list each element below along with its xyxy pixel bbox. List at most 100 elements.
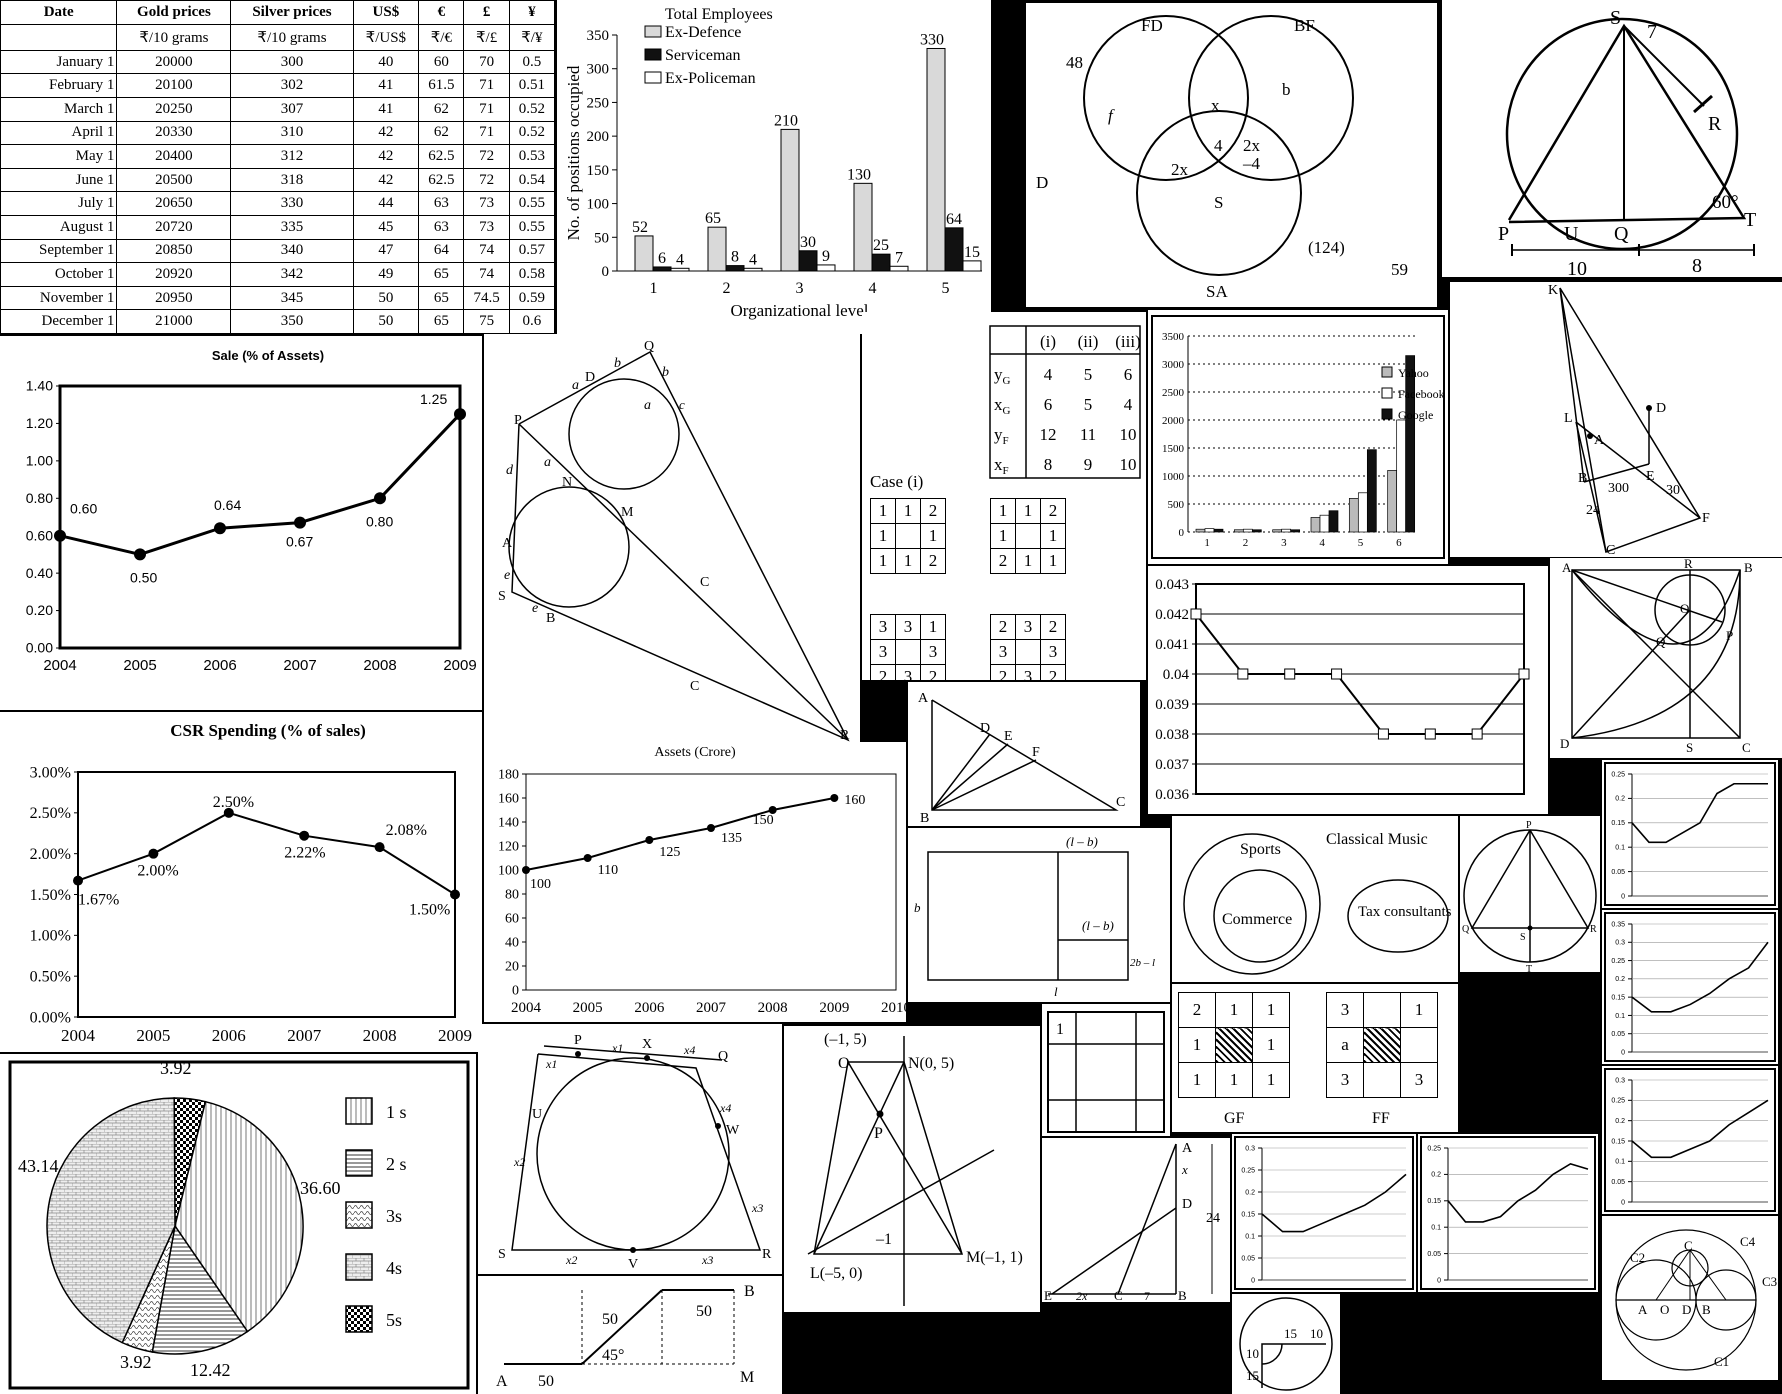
mini-line-chart-2: 0 0.05 0.1 0.15 0.2 0.25 0.3 0.35 (1604, 912, 1776, 1062)
series-line (59, 413, 462, 556)
data-label: 0.80 (366, 513, 393, 529)
point-label: C (1116, 795, 1125, 810)
table-cell: 340 (230, 238, 354, 264)
bar (816, 264, 836, 272)
y-tick-label: 0.1 (1615, 1159, 1625, 1166)
bar (1366, 449, 1377, 533)
table-cell: 74.5 (463, 285, 510, 311)
data-label: 43.14 (18, 1156, 59, 1176)
grid-cell: 3 (870, 614, 896, 640)
angle-label: 45° (602, 1347, 624, 1364)
data-label: 7 (895, 249, 903, 266)
y-tick-label: 0.05 (1611, 1179, 1625, 1186)
x-tick-label: 2009 (443, 657, 476, 674)
grid-cell: 1 (1400, 992, 1438, 1028)
y-tick-label: 0 (1437, 1277, 1441, 1284)
data-point (1237, 668, 1249, 680)
table-header: ¥ (508, 0, 555, 25)
grid-cell: 1 (1015, 498, 1041, 524)
data-label: 4 (749, 251, 757, 268)
length-label: 8 (1692, 255, 1702, 277)
data-label: 9 (822, 248, 830, 265)
square-circle-panel: A R B O P Q D S C (1550, 558, 1782, 758)
bar (853, 182, 873, 272)
gold-price-table: Date Gold prices Silver prices US$ € £ ¥ ₹/10 g… (0, 0, 555, 334)
y-tick-label: 0.15 (1611, 820, 1625, 827)
table-cell: November 1 (0, 285, 118, 311)
y-tick-label: 500 (1168, 499, 1185, 511)
length-label: 10 (1310, 1326, 1323, 1341)
y-tick-label: 0.2 (1615, 796, 1625, 803)
grid-cell: 1 (1252, 992, 1290, 1028)
length-label: 24 (1586, 503, 1600, 518)
legend-swatch (644, 71, 662, 84)
table-cell: May 1 (0, 144, 118, 169)
kite-panel: K D L A B E F C 300 24 30 (1450, 282, 1782, 557)
grid-cell: 2 (990, 614, 1016, 640)
length-label: 10 (1567, 258, 1587, 277)
data-point (214, 522, 226, 535)
legend-label: 5s (386, 1310, 402, 1330)
dimension-label: (l – b) (1066, 834, 1098, 849)
point-label: L (1564, 411, 1573, 426)
set-label: Sports (1240, 841, 1281, 858)
point-label: B (1578, 471, 1587, 486)
legend-label: Facebook (1398, 387, 1445, 401)
y-tick-label: 0.2 (1245, 1189, 1255, 1196)
grid-cell: 3 (990, 639, 1016, 665)
table-cell: January 1 (0, 49, 118, 75)
length-label: 10 (1246, 1346, 1259, 1361)
case-title: Case (i) (870, 472, 924, 491)
mini-line-chart-1: 0 0.05 0.1 0.15 0.2 0.25 (1604, 762, 1776, 906)
bar (743, 267, 763, 272)
table-cell: 8 (1044, 455, 1053, 474)
table-cell: 73 (463, 191, 510, 216)
bar (926, 47, 946, 272)
bar (1272, 529, 1283, 533)
bar (871, 253, 891, 272)
y-tick-label: 0.039 (1155, 697, 1189, 713)
table-row: May 1 20400 312 42 62.5 72 0.53 (0, 144, 555, 169)
sale-chart-panel: 0.00 0.20 0.40 0.60 0.80 1.00 1.20 1.40 2004 2005… (0, 336, 482, 710)
table-cell: 20000 (116, 49, 232, 75)
point-label: B (1702, 1302, 1711, 1317)
data-label: 130 (847, 166, 871, 183)
assets-line-chart: 0 20 40 60 80 100 120 140 160 180 2004 2005 2006 2007… (498, 745, 906, 1016)
chart-title: Total Employees (665, 6, 773, 23)
grid-cell: 1 (1178, 1027, 1216, 1063)
bar (962, 260, 982, 272)
mini-line-chart-5: 0 0.05 0.1 0.15 0.2 0.25 (1420, 1136, 1596, 1290)
table-cell: 20920 (116, 262, 232, 287)
table-cell: 0.6 (508, 309, 555, 334)
table-cell: 5 (1084, 395, 1093, 414)
bar (780, 128, 800, 272)
y-tick-label: 2000 (1162, 415, 1185, 427)
legend-swatch (1381, 366, 1393, 378)
table-row: April 1 20330 310 42 62 71 0.52 (0, 120, 555, 146)
pie-chart: 36.60 12.42 3.92 43.14 3.92 1 s 2 s 3s 4s 5s (8, 1058, 470, 1390)
y-tick-label: 120 (498, 840, 519, 855)
table-cell: 0.59 (508, 285, 555, 311)
segment-label: x1 (611, 1041, 623, 1055)
table-cell: 6 (1124, 365, 1133, 384)
point-label: B (1178, 1288, 1187, 1302)
data-label: 15 (964, 244, 980, 261)
segment-label: b (614, 356, 621, 371)
data-point (583, 854, 592, 862)
table-cell: 50 (352, 285, 420, 311)
series-line (77, 811, 456, 896)
y-tick-label: 0.25 (1611, 1098, 1625, 1105)
table-cell: 335 (230, 214, 354, 240)
y-tick-label: 0.25 (1611, 771, 1625, 778)
grid-cell: 3 (1400, 1062, 1438, 1098)
y-tick-label: 50 (594, 230, 609, 246)
y-tick-label: 1.40 (26, 378, 53, 394)
data-label: 4 (676, 251, 684, 268)
y-tick-label: 0.04 (1163, 667, 1190, 683)
table-cell: 20500 (116, 167, 232, 193)
table-cell: 40 (352, 49, 420, 75)
grid-cell: 3 (1015, 614, 1041, 640)
